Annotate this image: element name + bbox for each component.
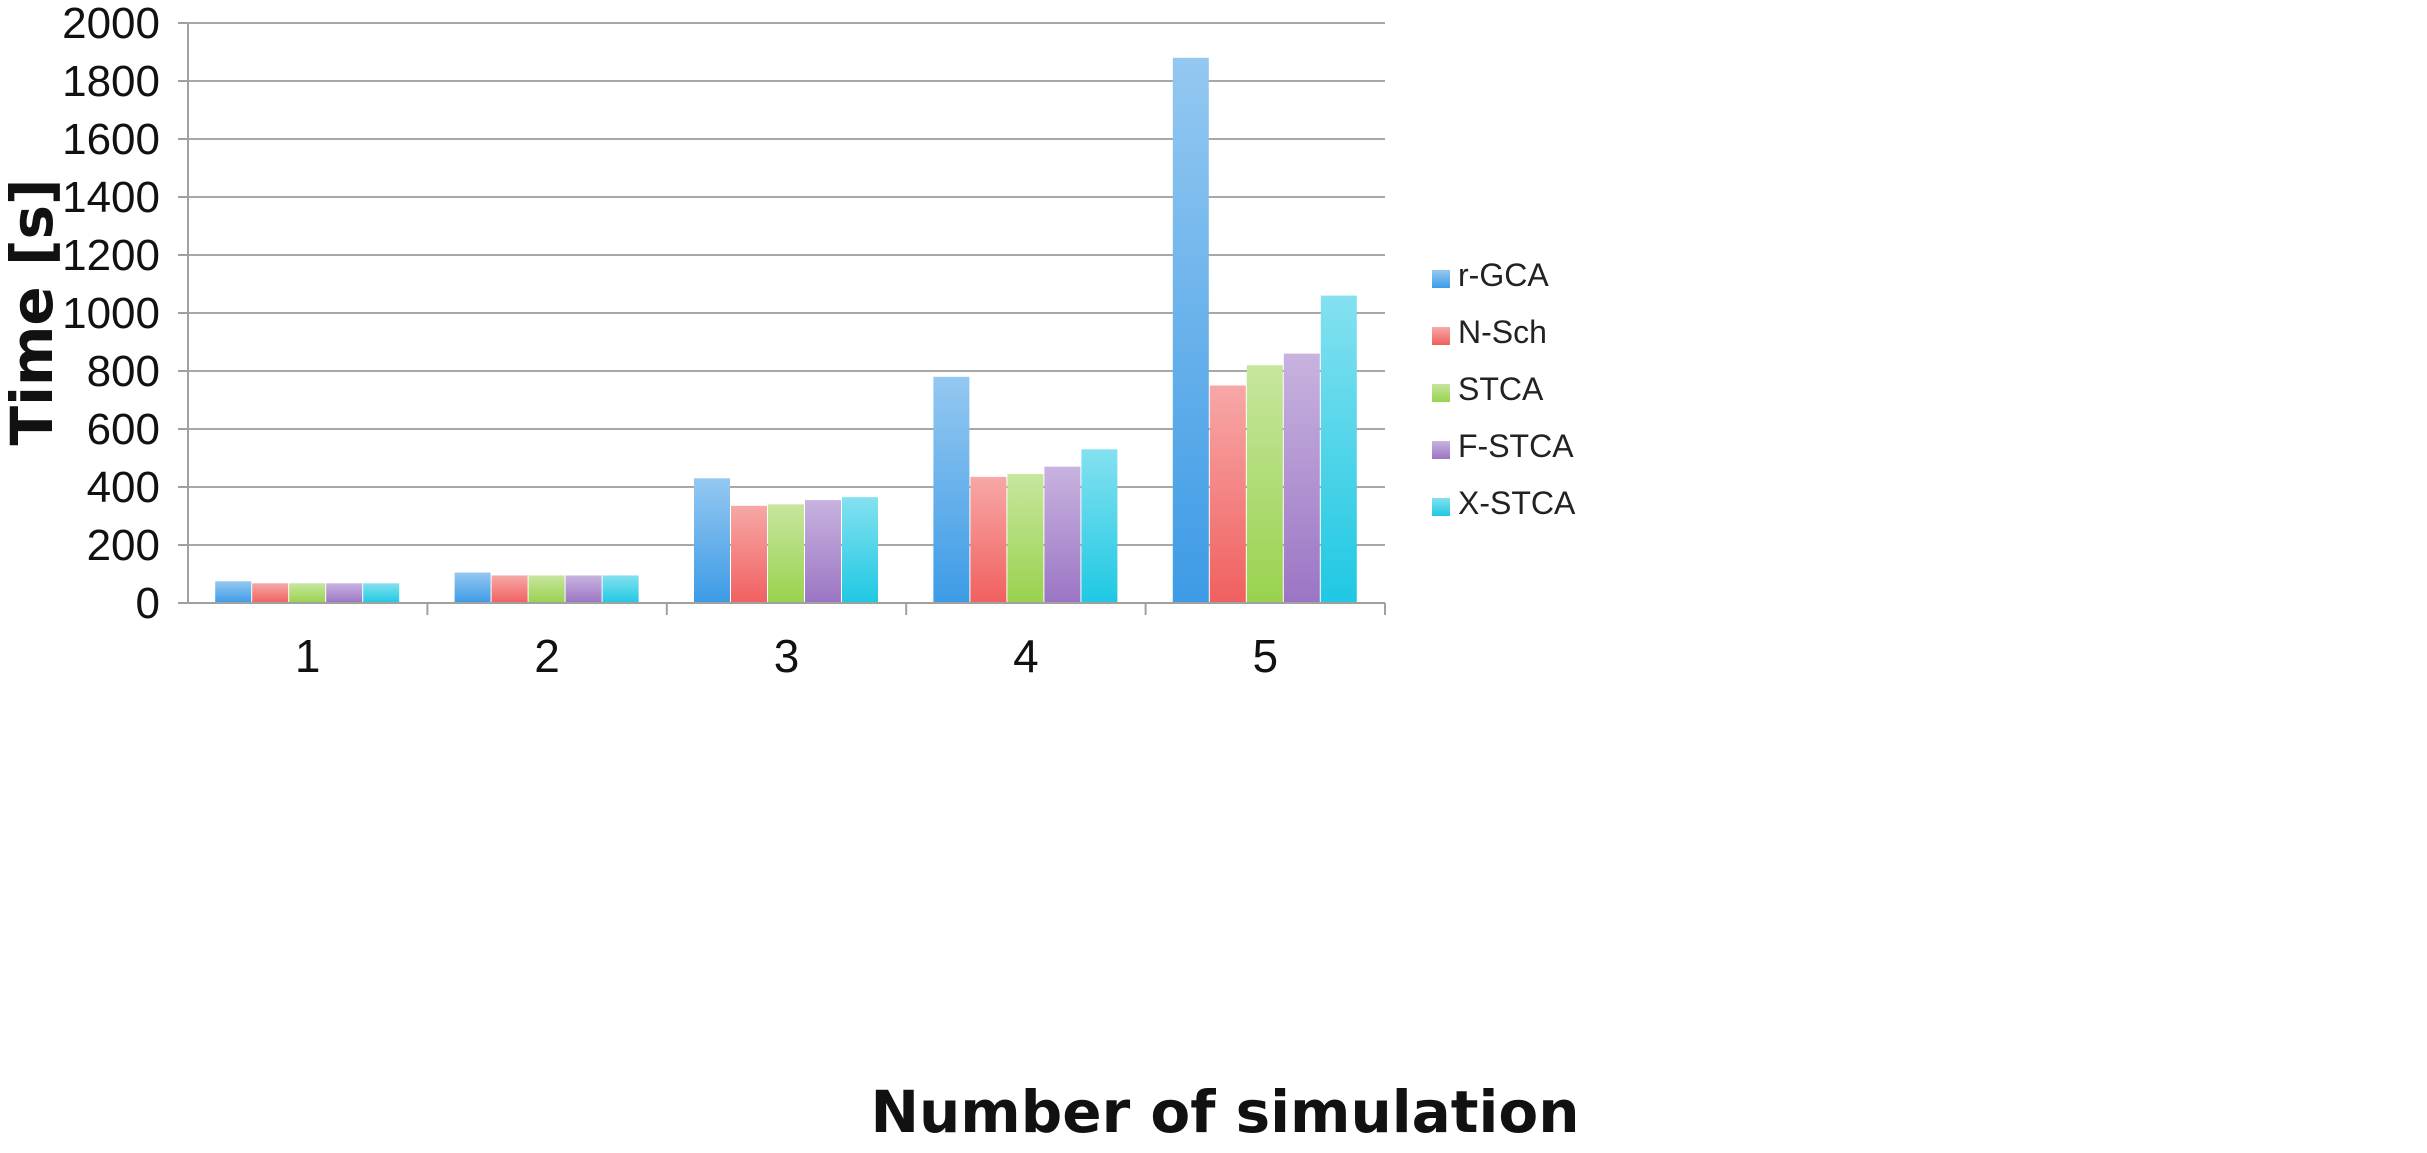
bar-X-STCA-5 xyxy=(1320,295,1357,603)
legend-label: F-STCA xyxy=(1458,428,1574,464)
y-tick-label: 0 xyxy=(136,579,160,628)
legend-swatch xyxy=(1432,384,1450,402)
bar-X-STCA-1 xyxy=(363,583,400,603)
bar-STCA-5 xyxy=(1246,365,1283,603)
bar-r-GCA-2 xyxy=(454,572,491,603)
grid-lines xyxy=(188,22,1385,546)
y-tick-label: 1600 xyxy=(62,115,160,164)
y-axis-title: Time [s] xyxy=(0,179,66,446)
bar-F-STCA-4 xyxy=(1044,466,1081,603)
bars xyxy=(215,57,1357,604)
bar-STCA-3 xyxy=(768,504,804,603)
x-tick-label: 5 xyxy=(1253,630,1279,682)
y-tick-label: 800 xyxy=(87,347,160,396)
bar-N-Sch-2 xyxy=(491,575,528,603)
legend-swatch xyxy=(1432,327,1450,345)
legend-swatch xyxy=(1432,270,1450,288)
x-tick-label: 2 xyxy=(534,630,560,682)
y-tick-label: 2000 xyxy=(62,0,160,48)
bar-STCA-4 xyxy=(1007,473,1044,603)
y-tick-label: 1800 xyxy=(62,57,160,106)
legend-label: STCA xyxy=(1458,371,1544,407)
legend-swatch xyxy=(1432,498,1450,516)
bar-F-STCA-5 xyxy=(1283,353,1320,603)
legend-label: r-GCA xyxy=(1458,257,1549,293)
bar-N-Sch-4 xyxy=(970,476,1007,603)
bar-F-STCA-2 xyxy=(565,575,602,603)
bar-X-STCA-4 xyxy=(1081,449,1118,603)
y-tick-label: 600 xyxy=(87,405,160,454)
bar-r-GCA-3 xyxy=(694,478,730,603)
bar-N-Sch-3 xyxy=(731,505,767,603)
legend: r-GCA N-Sch STCA F-STCA X-STCA xyxy=(1432,257,1576,521)
x-tick-label: 4 xyxy=(1013,630,1039,682)
legend-label: X-STCA xyxy=(1458,485,1576,521)
x-axis-title: Number of simulation xyxy=(870,1078,1579,1146)
x-tick-label: 3 xyxy=(774,630,800,682)
bar-STCA-2 xyxy=(528,575,565,603)
y-tick-label: 400 xyxy=(87,463,160,512)
bar-N-Sch-5 xyxy=(1209,385,1246,603)
y-tick-label: 1400 xyxy=(62,173,160,222)
bar-X-STCA-3 xyxy=(842,497,878,603)
legend-label: N-Sch xyxy=(1458,314,1547,350)
y-tick-label: 200 xyxy=(87,521,160,570)
axes: 0 200 400 600 800 1000 1200 1400 1600 1800 2000 1 2 3… xyxy=(62,0,1386,682)
bar-F-STCA-1 xyxy=(326,583,363,603)
y-tick-label: 1000 xyxy=(62,289,160,338)
bar-STCA-1 xyxy=(289,583,326,603)
bar-F-STCA-3 xyxy=(805,500,841,603)
x-tick-label: 1 xyxy=(295,630,321,682)
bar-N-Sch-1 xyxy=(252,583,289,603)
y-tick-label: 1200 xyxy=(62,231,160,280)
legend-swatch xyxy=(1432,441,1450,459)
bar-r-GCA-4 xyxy=(933,376,970,603)
bar-X-STCA-2 xyxy=(602,575,639,603)
bar-r-GCA-1 xyxy=(215,581,252,603)
bar-r-GCA-5 xyxy=(1172,57,1209,604)
